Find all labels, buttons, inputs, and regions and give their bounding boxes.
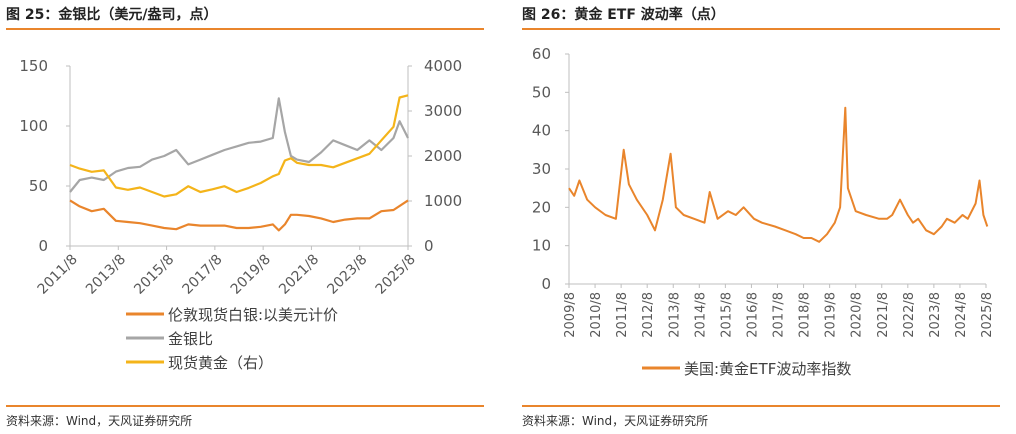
- y-tick-label: 40: [532, 122, 551, 140]
- legend-label: 伦敦现货白银:以美元计价: [168, 306, 338, 324]
- series-line: [69, 97, 409, 193]
- series-line: [69, 199, 409, 232]
- y-tick-label: 0: [541, 275, 551, 293]
- x-tick-label: 2013/8: [667, 292, 682, 338]
- x-tick-label: 2024/8: [954, 292, 969, 338]
- y-tick-label-right: 2000: [424, 147, 462, 165]
- x-tick-label: 2011/8: [35, 252, 81, 298]
- x-tick-label: 2011/8: [615, 292, 630, 338]
- x-tick-label: 2025/8: [980, 292, 995, 338]
- source-note: 资料来源：Wind，天风证券研究所: [522, 414, 709, 428]
- right-chart-panel: 图 26：黄金 ETF 波动率（点） 0 10 20 30 40 50 60 2009/8 20…: [516, 0, 1016, 434]
- x-tick-label: 2019/8: [824, 292, 839, 338]
- y-tick-label: 30: [532, 160, 551, 178]
- legend-label: 美国:黄金ETF波动率指数: [684, 360, 851, 378]
- source-rule: [522, 405, 1000, 407]
- y-tick-label-right: 0: [424, 237, 434, 255]
- source-note: 资料来源：Wind，天风证券研究所: [6, 414, 193, 428]
- y-tick-label-left: 100: [19, 117, 48, 135]
- y-tick-label-left: 50: [29, 177, 48, 195]
- x-tick-label: 2017/8: [772, 292, 787, 338]
- source-rule: [6, 405, 484, 407]
- x-tick-label: 2019/8: [228, 252, 274, 298]
- x-tick-label: 2016/8: [745, 292, 760, 338]
- x-tick-label: 2015/8: [131, 252, 177, 298]
- x-tick-label: 2022/8: [902, 292, 917, 338]
- x-tick-label: 2021/8: [876, 292, 891, 338]
- x-tick-label: 2021/8: [276, 252, 322, 298]
- x-tick-label: 2023/8: [324, 252, 370, 298]
- series-line: [568, 106, 989, 243]
- title-rule: [6, 28, 484, 30]
- left-chart-panel: 图 25：金银比（美元/盎司，点） 0 50 100 150 0 1000 2000 3000…: [0, 0, 500, 434]
- chart-title: 图 25：金银比（美元/盎司，点）: [6, 7, 218, 23]
- x-tick-label: 2010/8: [589, 292, 604, 338]
- legend-label: 金银比: [168, 330, 213, 348]
- chart-title: 图 26：黄金 ETF 波动率（点）: [522, 7, 725, 23]
- x-tick-label: 2018/8: [798, 292, 813, 338]
- y-tick-label: 10: [532, 237, 551, 255]
- x-tick-label: 2013/8: [83, 252, 129, 298]
- y-tick-label: 20: [532, 198, 551, 216]
- title-rule: [522, 28, 1000, 30]
- y-tick-label-right: 1000: [424, 192, 462, 210]
- y-tick-label: 60: [532, 45, 551, 63]
- x-tick-label: 2023/8: [928, 292, 943, 338]
- x-tick-label: 2014/8: [693, 292, 708, 338]
- x-tick-label: 2017/8: [180, 252, 226, 298]
- y-tick-label-left: 150: [19, 57, 48, 75]
- y-tick-label-right: 4000: [424, 57, 462, 75]
- legend-label: 现货黄金（右）: [168, 354, 273, 372]
- x-tick-label: 2012/8: [641, 292, 656, 338]
- x-tick-label: 2015/8: [719, 292, 734, 338]
- gold-etf-volatility-chart: 0 10 20 30 40 50 60 2009/8 2010/8 2011/8 2012/8 201…: [532, 45, 995, 378]
- y-tick-label-left: 0: [38, 237, 48, 255]
- x-tick-label: 2020/8: [850, 292, 865, 338]
- x-tick-label: 2009/8: [563, 292, 578, 338]
- x-tick-label: 2025/8: [373, 252, 419, 298]
- y-tick-label-right: 3000: [424, 102, 462, 120]
- y-tick-label: 50: [532, 83, 551, 101]
- series-line: [69, 94, 409, 198]
